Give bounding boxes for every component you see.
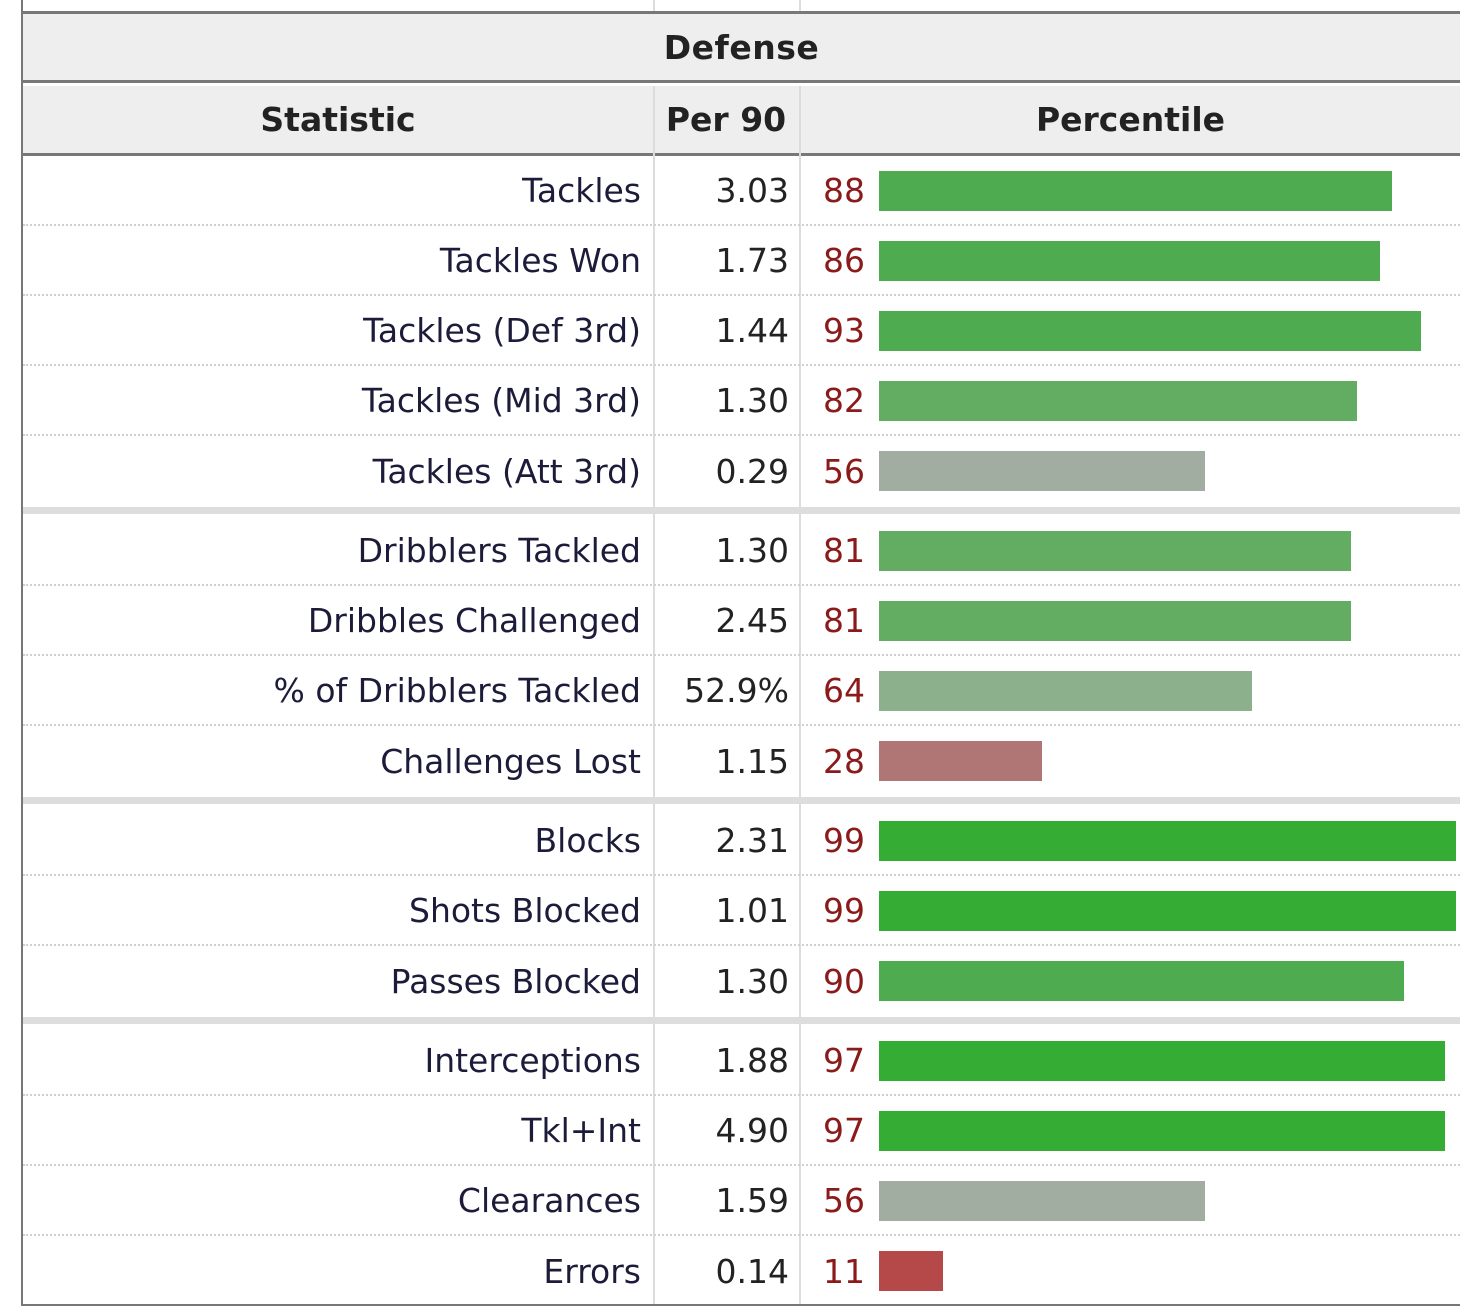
percentile-bar	[879, 311, 1421, 351]
percentile-bar	[879, 171, 1392, 211]
percentile-bar	[879, 741, 1042, 781]
per-90-value: 1.88	[715, 1040, 789, 1080]
table-row: Dribblers Tackled 1.30 81	[23, 516, 1460, 586]
per-90-value: 1.59	[715, 1180, 789, 1220]
column-header-statistic[interactable]: Statistic	[260, 100, 416, 139]
statistic-name[interactable]: Dribblers Tackled	[357, 530, 641, 570]
percentile-bar	[879, 1111, 1445, 1151]
percentile-value: 56	[823, 1180, 865, 1220]
statistic-name[interactable]: Tackles (Mid 3rd)	[361, 380, 641, 420]
table-row: Dribbles Challenged 2.45 81	[23, 586, 1460, 656]
defense-stats-table: Defense Statistic Per 90 Percentile Tack…	[21, 0, 1460, 1306]
per-90-value: 1.01	[715, 890, 789, 930]
percentile-value: 11	[823, 1251, 865, 1291]
table-row: Tackles (Def 3rd) 1.44 93	[23, 296, 1460, 366]
percentile-bar	[879, 891, 1456, 931]
statistic-name[interactable]: Shots Blocked	[409, 890, 641, 930]
table-title-row: Defense	[23, 11, 1460, 83]
statistic-name[interactable]: Dribbles Challenged	[307, 600, 641, 640]
percentile-bar	[879, 381, 1357, 421]
statistic-name[interactable]: Tackles	[522, 170, 641, 210]
percentile-bar	[879, 1041, 1445, 1081]
per-90-value: 4.90	[715, 1110, 789, 1150]
percentile-bar	[879, 671, 1252, 711]
table-row: Challenges Lost 1.15 28	[23, 726, 1460, 796]
percentile-value: 97	[823, 1110, 865, 1150]
statistic-name[interactable]: Interceptions	[424, 1040, 641, 1080]
column-header-percentile[interactable]: Percentile	[1035, 100, 1226, 139]
percentile-bar	[879, 1251, 943, 1291]
table-header-row: Statistic Per 90 Percentile	[23, 86, 1460, 156]
column-divider	[653, 86, 655, 1304]
per-90-value: 3.03	[715, 170, 789, 210]
percentile-bar	[879, 451, 1205, 491]
percentile-bar	[879, 241, 1380, 281]
table-row: Tackles (Mid 3rd) 1.30 82	[23, 366, 1460, 436]
table-row: Passes Blocked 1.30 90	[23, 946, 1460, 1016]
table-title: Defense	[663, 27, 820, 67]
statistic-name[interactable]: Passes Blocked	[390, 961, 641, 1001]
table-row: Errors 0.14 11	[23, 1236, 1460, 1306]
per-90-value: 1.44	[715, 310, 789, 350]
group-separator	[23, 797, 1460, 804]
statistic-name[interactable]: Tackles (Att 3rd)	[372, 451, 641, 491]
table-row: Tackles Won 1.73 86	[23, 226, 1460, 296]
percentile-bar	[879, 961, 1404, 1001]
statistic-name[interactable]: Tackles Won	[439, 240, 641, 280]
per-90-value: 52.9%	[684, 670, 789, 710]
statistic-name[interactable]: Challenges Lost	[380, 741, 641, 781]
table-row: Shots Blocked 1.01 99	[23, 876, 1460, 946]
percentile-bar	[879, 821, 1456, 861]
percentile-value: 64	[823, 670, 865, 710]
table-row: Blocks 2.31 99	[23, 806, 1460, 876]
statistic-name[interactable]: % of Dribblers Tackled	[273, 670, 642, 710]
percentile-value: 81	[823, 530, 865, 570]
statistic-name[interactable]: Clearances	[457, 1180, 641, 1220]
group-separator	[23, 507, 1460, 514]
percentile-value: 56	[823, 451, 865, 491]
per-90-value: 1.30	[715, 380, 789, 420]
percentile-bar	[879, 601, 1351, 641]
table-row: Interceptions 1.88 97	[23, 1026, 1460, 1096]
percentile-value: 28	[823, 741, 865, 781]
percentile-value: 99	[823, 890, 865, 930]
per-90-value: 0.14	[715, 1251, 789, 1291]
percentile-bar	[879, 531, 1351, 571]
column-divider	[799, 86, 801, 1304]
table-row: Clearances 1.59 56	[23, 1166, 1460, 1236]
per-90-value: 2.31	[715, 820, 789, 860]
per-90-value: 1.30	[715, 530, 789, 570]
table-row: Tackles 3.03 88	[23, 156, 1460, 226]
percentile-value: 97	[823, 1040, 865, 1080]
group-separator	[23, 1017, 1460, 1024]
statistic-name[interactable]: Tkl+Int	[521, 1110, 641, 1150]
percentile-value: 88	[823, 170, 865, 210]
per-90-value: 2.45	[715, 600, 789, 640]
table-row: % of Dribblers Tackled 52.9% 64	[23, 656, 1460, 726]
percentile-value: 82	[823, 380, 865, 420]
per-90-value: 1.73	[715, 240, 789, 280]
statistic-name[interactable]: Tackles (Def 3rd)	[363, 310, 641, 350]
percentile-value: 93	[823, 310, 865, 350]
percentile-value: 86	[823, 240, 865, 280]
table-row: Tkl+Int 4.90 97	[23, 1096, 1460, 1166]
statistic-name[interactable]: Errors	[543, 1251, 641, 1291]
per-90-value: 1.30	[715, 961, 789, 1001]
per-90-value: 1.15	[715, 741, 789, 781]
per-90-value: 0.29	[715, 451, 789, 491]
table-top-edge	[23, 0, 1460, 11]
percentile-value: 99	[823, 820, 865, 860]
percentile-bar	[879, 1181, 1205, 1221]
percentile-value: 90	[823, 961, 865, 1001]
percentile-value: 81	[823, 600, 865, 640]
table-row: Tackles (Att 3rd) 0.29 56	[23, 436, 1460, 506]
column-header-per-90[interactable]: Per 90	[665, 100, 787, 139]
statistic-name[interactable]: Blocks	[534, 820, 641, 860]
